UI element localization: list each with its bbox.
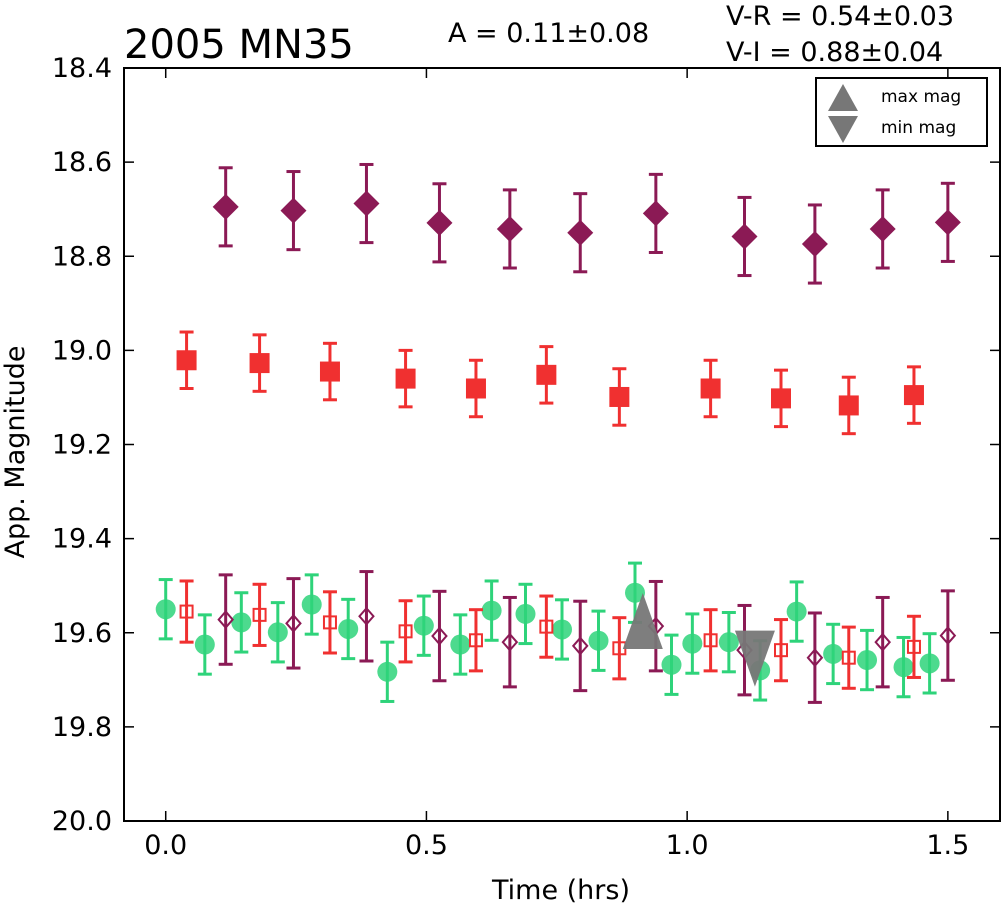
data-point [338,618,359,639]
data-point [625,582,645,603]
y-axis-label: App. Magnitude [0,346,31,559]
legend-min-mag-marker [828,116,858,143]
data-point [539,619,554,634]
data-point [823,643,844,664]
data-point [496,215,523,242]
data-point [857,650,878,671]
data-point [252,607,267,622]
y-tick-label: 19.4 [52,524,112,555]
min-mag-marker [734,630,775,687]
data-point [703,633,718,648]
data-point [571,636,589,656]
plot-frame [123,67,1001,822]
data-point [552,619,572,640]
legend: max mag min mag [815,77,988,147]
x-axis-ticks: 0.0 0.5 1.0 1.5 [144,68,969,861]
data-point [249,353,270,374]
y-tick-label: 18.6 [52,147,112,178]
data-point [718,632,739,653]
data-point [731,223,758,250]
extrema-markers [622,592,775,687]
data-point [501,632,519,652]
data-point [700,378,721,399]
data-point [431,626,448,646]
data-point [841,650,856,665]
y-tick-label: 19.2 [52,430,112,461]
amplitude-annotation: A = 0.11±0.08 [448,18,649,49]
data-point [231,612,252,633]
max-mag-marker [622,592,663,649]
data-point [588,630,609,651]
data-point [934,209,961,236]
data-point [398,624,413,639]
data-point [874,632,892,652]
x-tick-label: 0.0 [144,830,187,861]
x-tick-label: 0.5 [405,830,448,861]
legend-max-mag-marker [828,84,858,111]
x-axis-label: Time (hrs) [491,875,630,904]
data-point [322,615,337,630]
x-tick-label: 1.0 [666,830,709,861]
data-point [838,395,859,416]
data-point [426,209,453,236]
y-tick-label: 19.6 [52,618,112,649]
data-point [893,657,914,678]
data-point [358,606,375,626]
data-point [280,197,307,224]
data-point [465,378,486,399]
data-point [869,215,896,242]
data-point [468,633,483,648]
data-point [609,386,630,407]
y-tick-label: 19.8 [52,712,112,743]
data-point [194,634,215,655]
data-point [903,385,924,406]
data-point [682,633,703,654]
data-point [771,388,791,409]
v-i-annotation: V-I = 0.88±0.04 [726,37,943,68]
data-points [155,162,961,704]
data-point [919,653,940,674]
x-tick-label: 1.5 [926,830,969,861]
data-point [413,615,434,636]
data-point [450,634,471,655]
y-tick-label: 20.0 [52,806,112,837]
data-point [267,622,288,643]
data-point [774,643,788,658]
y-tick-label: 18.8 [52,241,112,272]
data-point [481,600,502,621]
y-axis-ticks: 18.4 18.6 18.8 19.0 19.2 19.4 19.6 19.8 20.0 [52,53,1000,837]
data-point [155,599,176,620]
y-tick-label: 19.0 [52,335,112,366]
data-point [642,200,669,227]
data-point [179,604,194,619]
data-point [212,193,239,220]
data-point [515,603,536,624]
data-point [395,368,416,389]
data-point [801,231,828,258]
data-point [353,190,380,217]
data-point [939,626,957,646]
v-r-annotation: V-R = 0.54±0.03 [726,1,954,32]
data-point [176,350,197,371]
y-tick-label: 18.4 [52,53,112,84]
data-point [567,219,594,246]
data-point [301,594,322,615]
data-point [786,601,807,622]
legend-min-mag-label: min mag [881,118,956,138]
data-point [906,639,921,654]
data-point [661,654,682,675]
data-point [377,661,398,682]
chart-title: 2005 MN35 [124,22,354,68]
data-point [536,364,557,385]
data-point [319,361,340,382]
data-point [217,610,235,630]
legend-max-mag-label: max mag [881,87,961,107]
data-point [285,613,302,633]
data-point [806,648,824,668]
